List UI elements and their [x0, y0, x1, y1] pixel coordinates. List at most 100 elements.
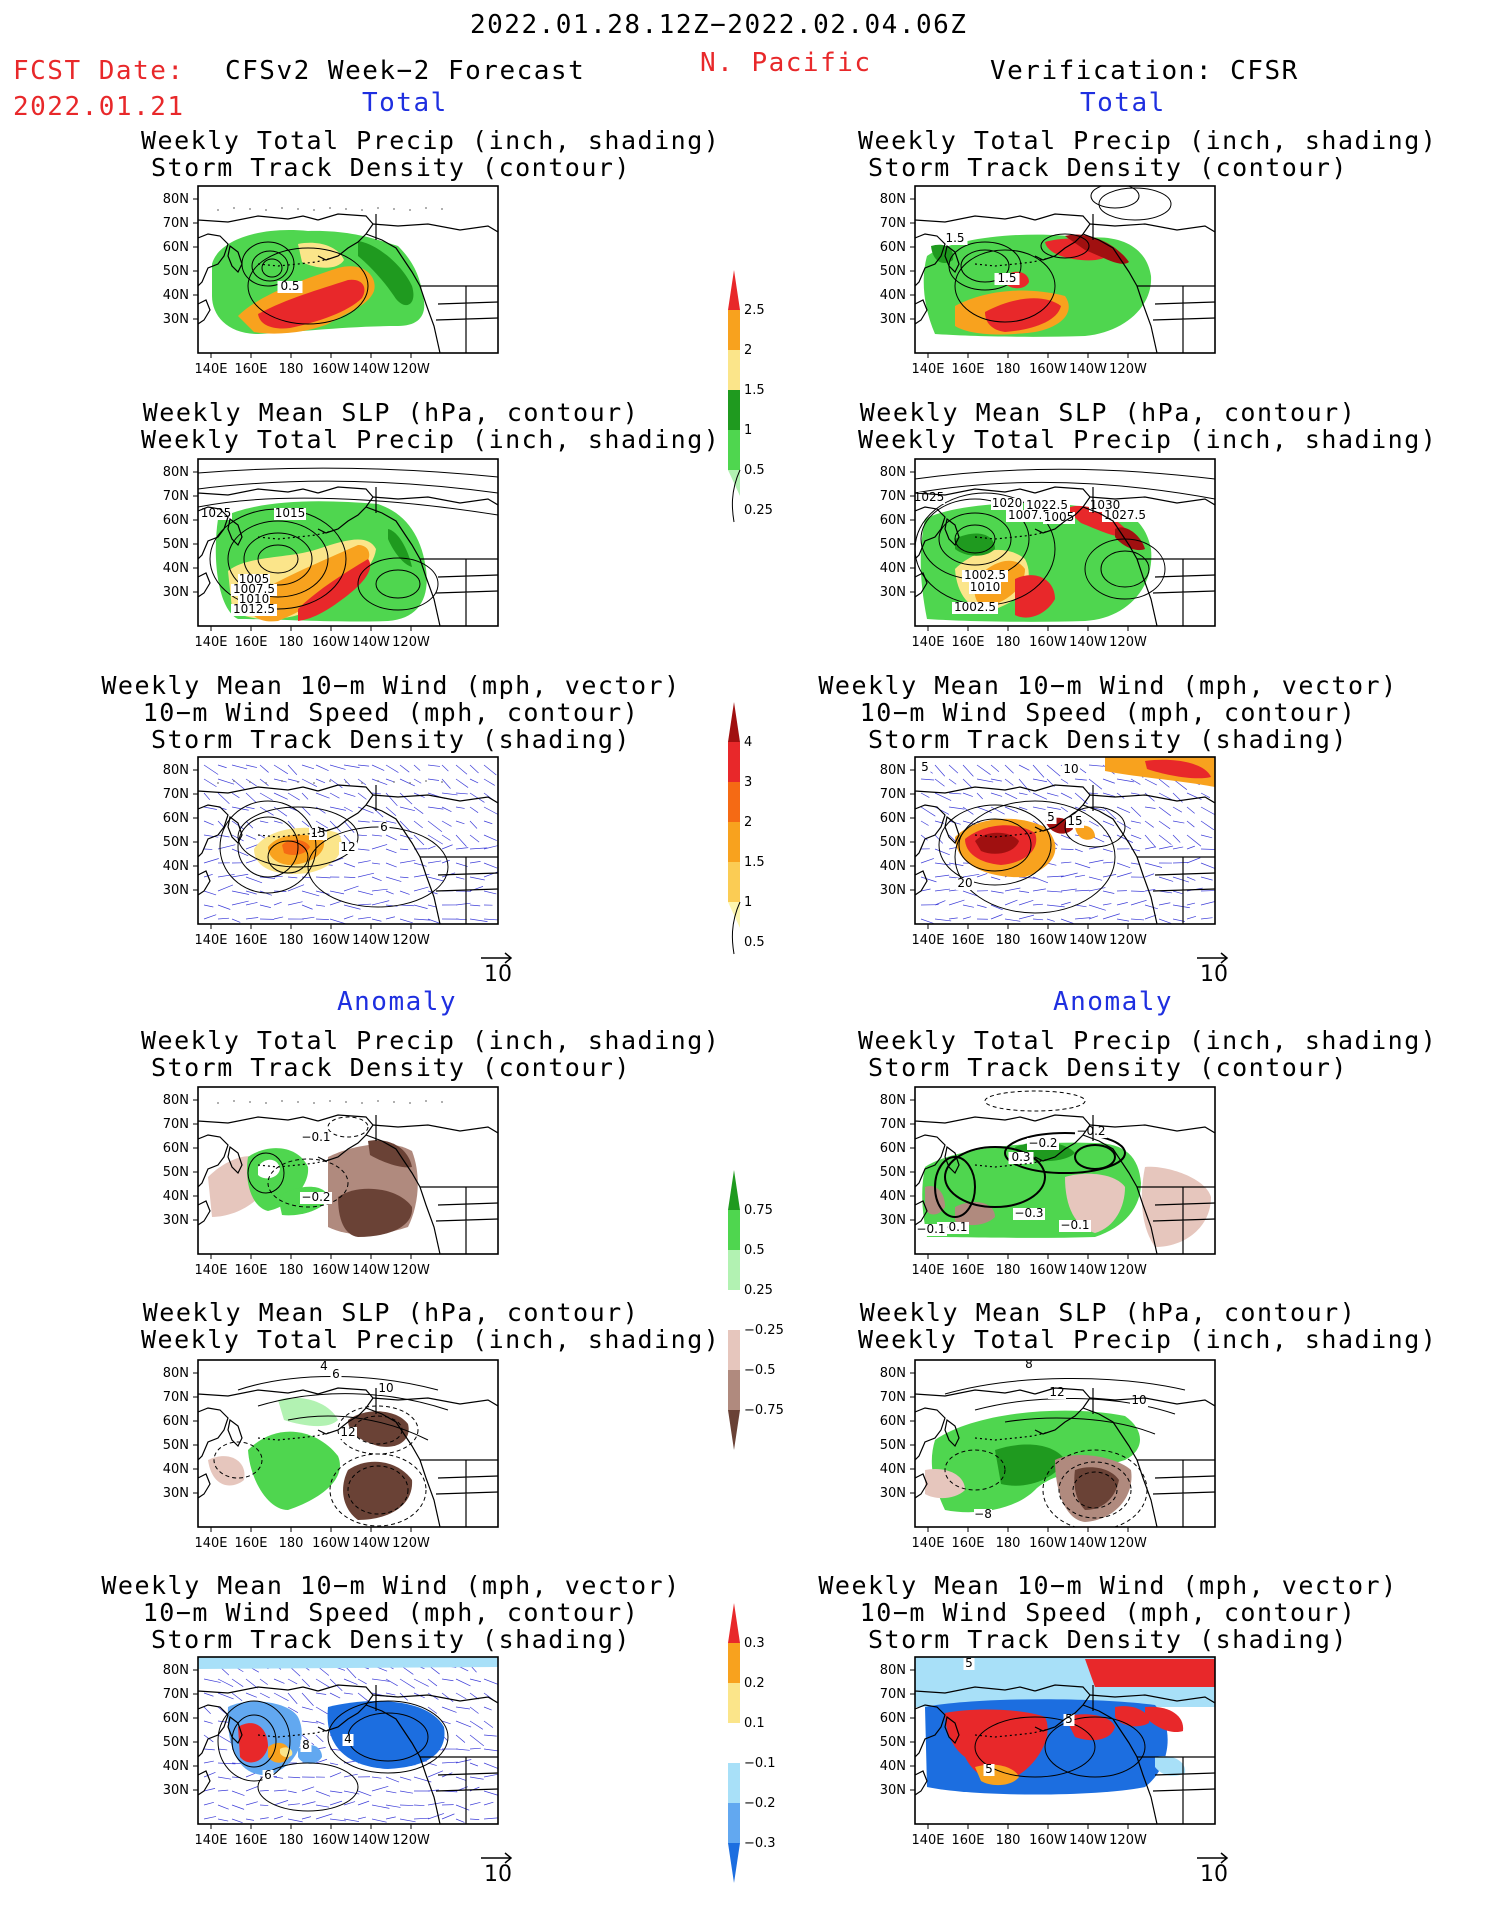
wind-vector	[483, 871, 498, 878]
wind-vector	[357, 764, 370, 767]
map-plot-area: 46 10 12	[197, 1359, 499, 1528]
contour-label: 1030	[1090, 498, 1121, 512]
wind-vector	[301, 1678, 311, 1687]
lat-tick-label: 50N	[880, 537, 906, 552]
wind-vector	[273, 1789, 287, 1792]
lon-tick-label: 160E	[951, 362, 984, 377]
colorbar-label: −0.5	[744, 1363, 776, 1378]
contour-label-bg	[300, 1132, 332, 1144]
contour-line	[217, 1700, 291, 1782]
section-anomaly-left: Anomaly	[337, 987, 458, 1017]
lon-tick-label: 180	[996, 1536, 1021, 1551]
wind-vector	[329, 900, 342, 906]
lon-tick-label: 160E	[234, 1833, 267, 1848]
wind-vector	[203, 914, 217, 920]
contour-line	[958, 818, 1032, 872]
wind-vector	[231, 1790, 245, 1796]
title-line: Weekly Mean SLP (hPa, contour)	[142, 1298, 640, 1327]
wind-vector	[371, 806, 384, 818]
colorbar-label: 0.1	[744, 1716, 765, 1731]
colorbar-precip-anomaly: 0.75 0.5 0.25 −0.25 −0.5 −0.75	[728, 1170, 784, 1450]
wind-vector	[343, 1818, 360, 1822]
shading-region	[1065, 234, 1129, 264]
wind-vector	[301, 1720, 319, 1724]
title-line: Weekly Total Precip (inch, shading)	[858, 1026, 1438, 1055]
wind-vector	[1102, 890, 1115, 894]
shading-region	[1065, 1714, 1115, 1741]
lon-tick-label: 140W	[352, 1833, 390, 1848]
contour-line	[1090, 186, 1140, 209]
title-fc-wind: Weekly Mean 10−m Wind (mph, vector) 10−m…	[101, 672, 681, 753]
contour-label: −0.2	[301, 1190, 330, 1204]
wind-vector	[1144, 889, 1156, 892]
lat-tick-label: 50N	[880, 1735, 906, 1750]
wind-vector	[399, 859, 416, 864]
title-line: Weekly Mean SLP (hPa, contour)	[859, 398, 1357, 427]
colorbar-swatch	[728, 1170, 740, 1210]
contour-label-bg	[974, 1509, 992, 1521]
wind-vector	[245, 1801, 258, 1806]
stipple-dot	[281, 780, 283, 782]
wind-vector	[371, 844, 388, 850]
vector-ref-ob-anom: 10	[1197, 1852, 1229, 1887]
lon-tick-label: 140E	[194, 635, 227, 650]
wind-vector	[1186, 792, 1202, 800]
title-line: Weekly Mean 10−m Wind (mph, vector)	[101, 1571, 681, 1600]
wind-vector	[287, 1803, 300, 1806]
wind-vector	[343, 915, 354, 920]
lon-tick-label: 160E	[234, 1263, 267, 1278]
wind-vector	[469, 847, 488, 850]
wind-vector	[231, 806, 249, 811]
colorbar-label: 1	[744, 423, 752, 438]
wind-vector	[287, 792, 300, 801]
stipple-dot	[377, 207, 379, 209]
lat-tick-label: 30N	[880, 883, 906, 898]
lat-tick-label: 60N	[880, 1414, 906, 1429]
wind-vector	[217, 1818, 229, 1822]
wind-vector	[469, 861, 481, 864]
lon-tick-label: 140W	[1069, 933, 1107, 948]
lon-tick-label: 180	[279, 362, 304, 377]
wind-vector	[469, 1818, 480, 1820]
colorbar-label: −0.25	[744, 1323, 784, 1338]
stipple-dot	[409, 782, 411, 784]
colorbar-label: 0.5	[744, 935, 765, 950]
title-fca-precip: Weekly Total Precip (inch, shading) Stor…	[141, 1027, 719, 1081]
title-line: Weekly Mean 10−m Wind (mph, vector)	[101, 671, 681, 700]
contour-label: 1022.5	[1026, 498, 1068, 512]
wind-vector	[399, 1818, 416, 1823]
shading-region	[248, 1431, 340, 1510]
wind-vector	[469, 876, 485, 881]
map-content: 5 5 5	[915, 1657, 1215, 1824]
wind-vector	[413, 806, 424, 814]
wind-vector	[413, 778, 422, 784]
lat-tick-label: 30N	[163, 585, 189, 600]
contour-line	[944, 1378, 1186, 1395]
wind-vector	[329, 1790, 343, 1794]
wind-vector	[990, 904, 1003, 911]
map-verification-anomaly-wind-storm: 5 5 5 80N 70N 60N 50N 40N 30N 140E 160E 180 160W 140W…	[880, 1656, 1216, 1848]
wind-vector	[976, 778, 994, 783]
wind-vector	[1144, 862, 1163, 868]
wind-vector	[413, 886, 429, 892]
wind-vector	[1158, 902, 1171, 906]
contour-label: 15	[1067, 814, 1082, 828]
wind-vector	[371, 1818, 387, 1823]
shading-region	[995, 1444, 1065, 1486]
lat-tick-label: 30N	[880, 312, 906, 327]
wind-vector	[315, 1720, 325, 1725]
contour-label-bg	[983, 1764, 995, 1776]
wind-vector	[1200, 862, 1215, 869]
contour-line	[213, 1441, 263, 1479]
lat-tick-label: 40N	[163, 288, 189, 303]
wind-vector	[231, 820, 244, 830]
wind-vector	[1144, 914, 1157, 920]
wind-vector	[469, 820, 478, 829]
wind-vector	[413, 904, 428, 909]
wind-vector	[1032, 888, 1046, 892]
lon-tick-label: 140W	[1069, 362, 1107, 377]
stipple-dot	[361, 1102, 363, 1104]
shading-region	[198, 1657, 498, 1669]
wind-vector	[301, 916, 315, 920]
